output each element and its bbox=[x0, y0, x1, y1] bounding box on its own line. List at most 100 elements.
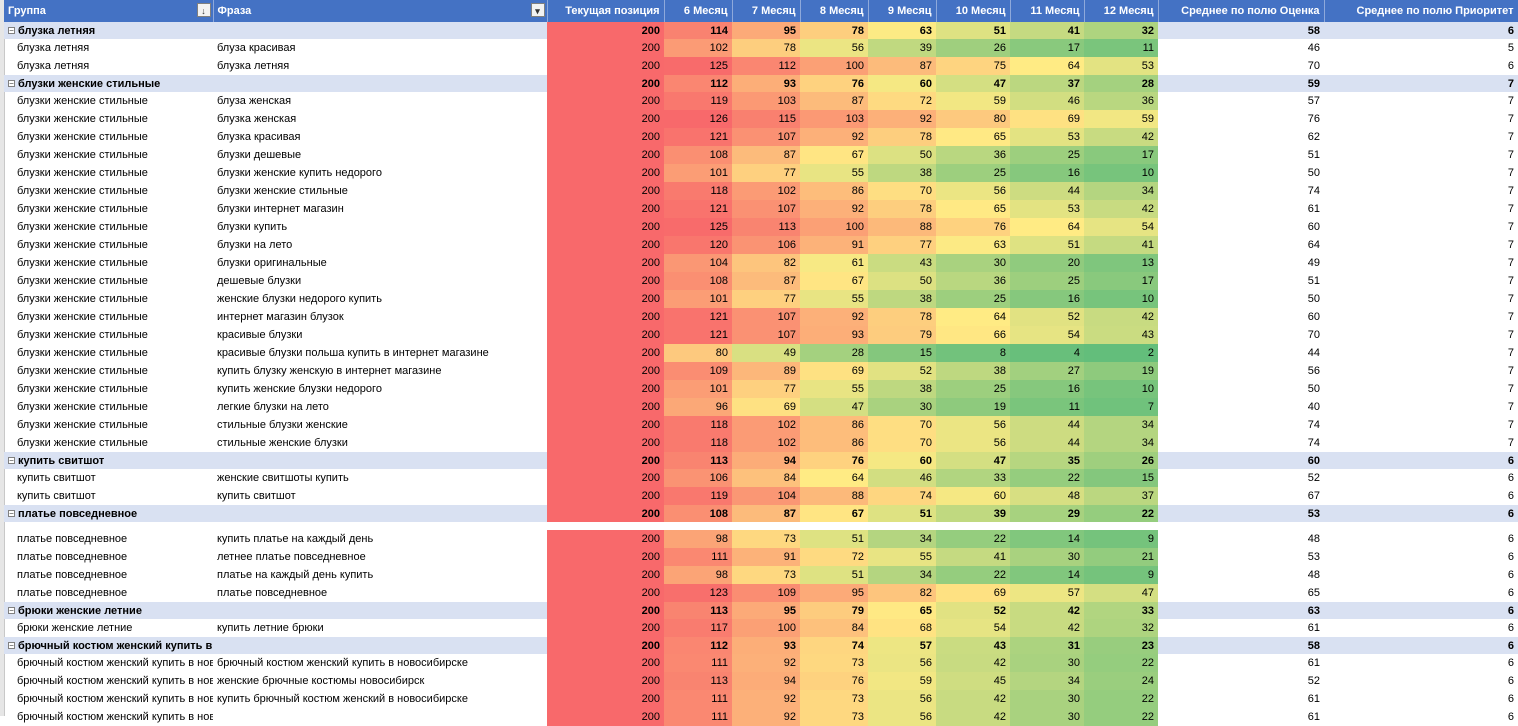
cell-group[interactable]: блузки женские стильные bbox=[17, 167, 148, 179]
cell-month-6[interactable]: 123 bbox=[664, 584, 732, 602]
cell-month-8[interactable]: 86 bbox=[800, 416, 868, 434]
cell-avg-score[interactable]: 61 bbox=[1307, 657, 1320, 669]
cell-current-position[interactable]: 200 bbox=[547, 469, 664, 487]
cell-month-11[interactable]: 69 bbox=[1010, 110, 1084, 128]
cell-avg-priority[interactable]: 7 bbox=[1507, 275, 1514, 287]
cell-current-position[interactable]: 200 bbox=[547, 308, 664, 326]
cell-month-8[interactable]: 92 bbox=[800, 308, 868, 326]
cell-current-position[interactable]: 200 bbox=[547, 39, 664, 57]
cell-month-6[interactable]: 113 bbox=[664, 602, 732, 619]
cell-avg-priority[interactable]: 7 bbox=[1324, 75, 1518, 92]
cell-group[interactable]: платье повседневное bbox=[17, 587, 128, 599]
cell-phrase[interactable]: купить брючный костюм женский в новосиби… bbox=[217, 693, 468, 705]
cell-group[interactable]: блузки женские стильные bbox=[17, 293, 148, 305]
cell-month-10[interactable]: 54 bbox=[936, 619, 1010, 637]
cell-group[interactable]: брючный костюм женский купить в новосиби… bbox=[17, 711, 213, 723]
cell-month-12[interactable]: 11 bbox=[1084, 39, 1158, 57]
cell-month-10[interactable]: 56 bbox=[936, 416, 1010, 434]
cell-current-position[interactable]: 200 bbox=[547, 290, 664, 308]
cell-month-12[interactable]: 10 bbox=[1084, 290, 1158, 308]
cell-avg-score[interactable]: 64 bbox=[1307, 239, 1320, 251]
cell-month-6[interactable]: 121 bbox=[664, 326, 732, 344]
cell-avg-score[interactable]: 61 bbox=[1307, 203, 1320, 215]
cell-month-11[interactable]: 22 bbox=[1010, 469, 1084, 487]
cell-month-11[interactable]: 34 bbox=[1010, 672, 1084, 690]
cell-group[interactable]: блузки женские стильные bbox=[17, 131, 148, 143]
cell-avg-score[interactable]: 51 bbox=[1307, 149, 1320, 161]
cell-month-11[interactable]: 16 bbox=[1010, 164, 1084, 182]
cell-month-9[interactable]: 38 bbox=[868, 164, 936, 182]
cell-avg-score[interactable]: 63 bbox=[1158, 602, 1324, 619]
cell-avg-priority[interactable]: 6 bbox=[1507, 675, 1514, 687]
cell-group[interactable]: блузки женские стильные bbox=[17, 365, 148, 377]
cell-month-8[interactable]: 64 bbox=[800, 469, 868, 487]
cell-phrase[interactable]: блузки дешевые bbox=[217, 149, 302, 161]
cell-phrase[interactable]: женские свитшоты купить bbox=[217, 472, 349, 484]
cell-month-12[interactable]: 26 bbox=[1084, 452, 1158, 469]
cell-month-7[interactable]: 69 bbox=[732, 398, 800, 416]
cell-month-7[interactable]: 87 bbox=[732, 505, 800, 522]
cell-month-7[interactable]: 93 bbox=[732, 637, 800, 654]
cell-avg-priority[interactable]: 7 bbox=[1507, 437, 1514, 449]
cell-month-9[interactable]: 30 bbox=[868, 398, 936, 416]
cell-month-7[interactable]: 107 bbox=[732, 128, 800, 146]
cell-group[interactable]: блузки женские стильные bbox=[17, 113, 148, 125]
cell-month-10[interactable]: 65 bbox=[936, 200, 1010, 218]
cell-month-8[interactable]: 76 bbox=[800, 672, 868, 690]
cell-avg-score[interactable]: 46 bbox=[1307, 42, 1320, 54]
cell-current-position[interactable]: 200 bbox=[547, 584, 664, 602]
cell-month-10[interactable]: 42 bbox=[936, 654, 1010, 672]
cell-month-10[interactable]: 38 bbox=[936, 362, 1010, 380]
cell-month-7[interactable]: 89 bbox=[732, 362, 800, 380]
column-header-month-12[interactable]: 12 Месяц bbox=[1084, 0, 1159, 22]
cell-group[interactable]: блузки женские стильные bbox=[17, 149, 148, 161]
cell-phrase[interactable]: блузки на лето bbox=[217, 239, 293, 251]
cell-current-position[interactable]: 200 bbox=[547, 75, 664, 92]
cell-month-12[interactable]: 53 bbox=[1084, 57, 1158, 75]
cell-month-7[interactable]: 107 bbox=[732, 308, 800, 326]
cell-month-11[interactable]: 46 bbox=[1010, 92, 1084, 110]
cell-phrase[interactable]: купить женские блузки недорого bbox=[217, 383, 382, 395]
cell-avg-priority[interactable]: 6 bbox=[1507, 622, 1514, 634]
cell-group[interactable]: блузки женские стильные bbox=[17, 311, 148, 323]
cell-month-10[interactable]: 59 bbox=[936, 92, 1010, 110]
cell-month-9[interactable]: 82 bbox=[868, 584, 936, 602]
cell-month-8[interactable]: 67 bbox=[800, 505, 868, 522]
cell-avg-score[interactable]: 70 bbox=[1307, 329, 1320, 341]
cell-group[interactable]: купить свитшот bbox=[17, 490, 96, 502]
cell-month-12[interactable]: 22 bbox=[1084, 708, 1158, 726]
cell-month-9[interactable]: 63 bbox=[868, 22, 936, 39]
cell-month-8[interactable]: 76 bbox=[800, 452, 868, 469]
cell-month-9[interactable]: 70 bbox=[868, 416, 936, 434]
cell-month-8[interactable]: 84 bbox=[800, 619, 868, 637]
cell-current-position[interactable]: 200 bbox=[547, 146, 664, 164]
cell-avg-score[interactable]: 50 bbox=[1307, 293, 1320, 305]
cell-month-6[interactable]: 108 bbox=[664, 505, 732, 522]
cell-phrase[interactable]: стильные блузки женские bbox=[217, 419, 348, 431]
cell-month-12[interactable]: 23 bbox=[1084, 637, 1158, 654]
cell-group[interactable]: блузки женские стильные bbox=[17, 257, 148, 269]
cell-month-11[interactable]: 16 bbox=[1010, 290, 1084, 308]
cell-month-10[interactable]: 8 bbox=[936, 344, 1010, 362]
cell-avg-score[interactable]: 58 bbox=[1158, 637, 1324, 654]
cell-month-9[interactable]: 38 bbox=[868, 380, 936, 398]
cell-month-6[interactable]: 118 bbox=[664, 182, 732, 200]
cell-month-6[interactable]: 111 bbox=[664, 654, 732, 672]
cell-current-position[interactable]: 200 bbox=[547, 254, 664, 272]
cell-month-11[interactable]: 31 bbox=[1010, 637, 1084, 654]
cell-avg-score[interactable]: 60 bbox=[1307, 311, 1320, 323]
cell-month-6[interactable]: 121 bbox=[664, 200, 732, 218]
cell-avg-priority[interactable]: 6 bbox=[1324, 637, 1518, 654]
collapse-icon[interactable]: − bbox=[8, 26, 15, 36]
cell-month-6[interactable]: 117 bbox=[664, 619, 732, 637]
cell-month-8[interactable]: 86 bbox=[800, 434, 868, 452]
cell-avg-score[interactable]: 44 bbox=[1307, 347, 1320, 359]
cell-month-10[interactable]: 22 bbox=[936, 566, 1010, 584]
cell-month-12[interactable]: 32 bbox=[1084, 619, 1158, 637]
cell-month-11[interactable]: 30 bbox=[1010, 690, 1084, 708]
cell-month-7[interactable]: 49 bbox=[732, 344, 800, 362]
cell-month-9[interactable]: 78 bbox=[868, 200, 936, 218]
cell-month-11[interactable]: 53 bbox=[1010, 128, 1084, 146]
cell-month-7[interactable]: 82 bbox=[732, 254, 800, 272]
cell-group[interactable]: брючный костюм женский купить в новосиби… bbox=[17, 693, 213, 705]
